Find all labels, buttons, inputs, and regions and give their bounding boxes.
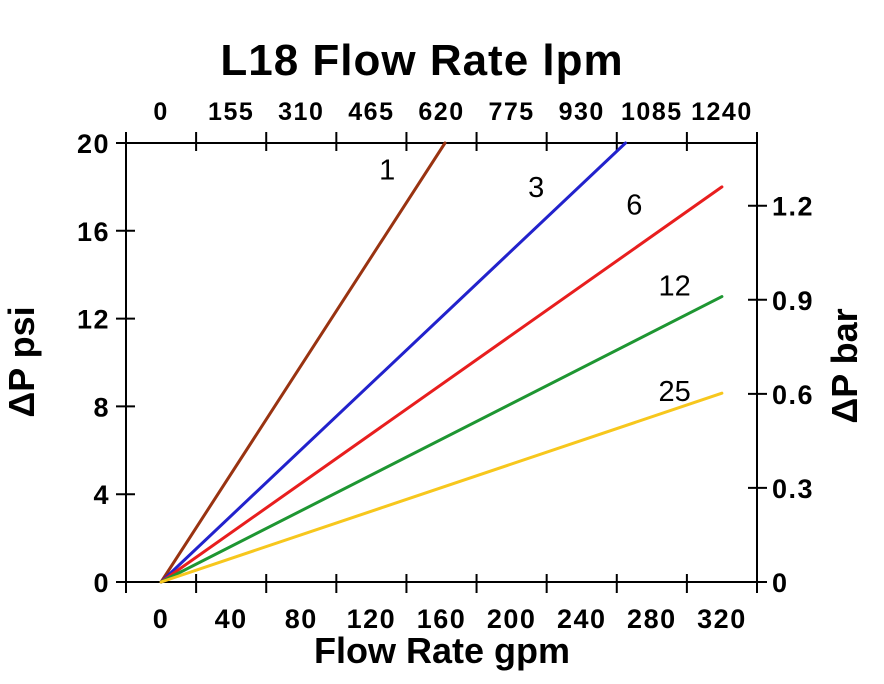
y-right-axis-title: ΔP bar xyxy=(824,308,865,423)
series-label-12: 12 xyxy=(658,271,690,303)
bottom-axis-tick-label: 200 xyxy=(487,604,537,634)
bottom-axis-tick-label: 320 xyxy=(697,604,747,634)
top-axis-tick-label: 465 xyxy=(348,98,394,126)
series-label-6: 6 xyxy=(626,189,642,221)
top-axis-tick-label: 0 xyxy=(153,98,168,126)
right-axis-tick-label: 0.9 xyxy=(772,286,814,316)
bottom-axis-tick-label: 120 xyxy=(347,604,397,634)
bottom-axis-tick-label: 160 xyxy=(417,604,467,634)
bottom-axis-tick-label: 80 xyxy=(285,604,318,634)
top-axis-tick-label: 1085 xyxy=(621,98,683,126)
bottom-axis-tick-label: 40 xyxy=(215,604,248,634)
right-axis-tick-label: 0 xyxy=(772,568,789,598)
series-line-25 xyxy=(159,391,724,584)
bottom-axis-tick-label: 240 xyxy=(557,604,607,634)
left-axis-tick-label: 0 xyxy=(93,568,110,598)
top-axis-tick-label: 310 xyxy=(278,98,324,126)
left-axis-tick-label: 12 xyxy=(77,305,110,335)
x-axis-title: Flow Rate gpm xyxy=(314,630,570,671)
chart-title: L18 Flow Rate lpm xyxy=(220,36,623,85)
right-axis-tick-label: 1.2 xyxy=(772,192,814,222)
series-line-1 xyxy=(159,141,447,584)
series-label-1: 1 xyxy=(379,154,395,186)
y-left-axis-title: ΔP psi xyxy=(1,306,42,417)
top-axis-tick-label: 775 xyxy=(489,98,535,126)
series-line-3 xyxy=(159,141,627,584)
bottom-axis-tick-label: 0 xyxy=(153,604,170,634)
series-line-6 xyxy=(159,185,724,584)
top-axis-tick-label: 620 xyxy=(418,98,464,126)
left-axis-tick-label: 20 xyxy=(77,129,110,159)
left-axis-tick-label: 16 xyxy=(77,217,110,247)
top-axis-tick-label: 930 xyxy=(559,98,605,126)
top-axis-tick-label: 155 xyxy=(208,98,254,126)
top-axis-tick-label: 1240 xyxy=(691,98,753,126)
bottom-axis-tick-label: 280 xyxy=(627,604,677,634)
series-label-3: 3 xyxy=(528,172,544,204)
left-axis-tick-label: 4 xyxy=(93,480,110,510)
left-axis-tick-label: 8 xyxy=(93,392,110,422)
series-line-12 xyxy=(159,295,724,584)
right-axis-tick-label: 0.3 xyxy=(772,474,814,504)
right-axis-tick-label: 0.6 xyxy=(772,380,814,410)
series-label-25: 25 xyxy=(658,376,690,408)
plot-border xyxy=(125,142,758,583)
